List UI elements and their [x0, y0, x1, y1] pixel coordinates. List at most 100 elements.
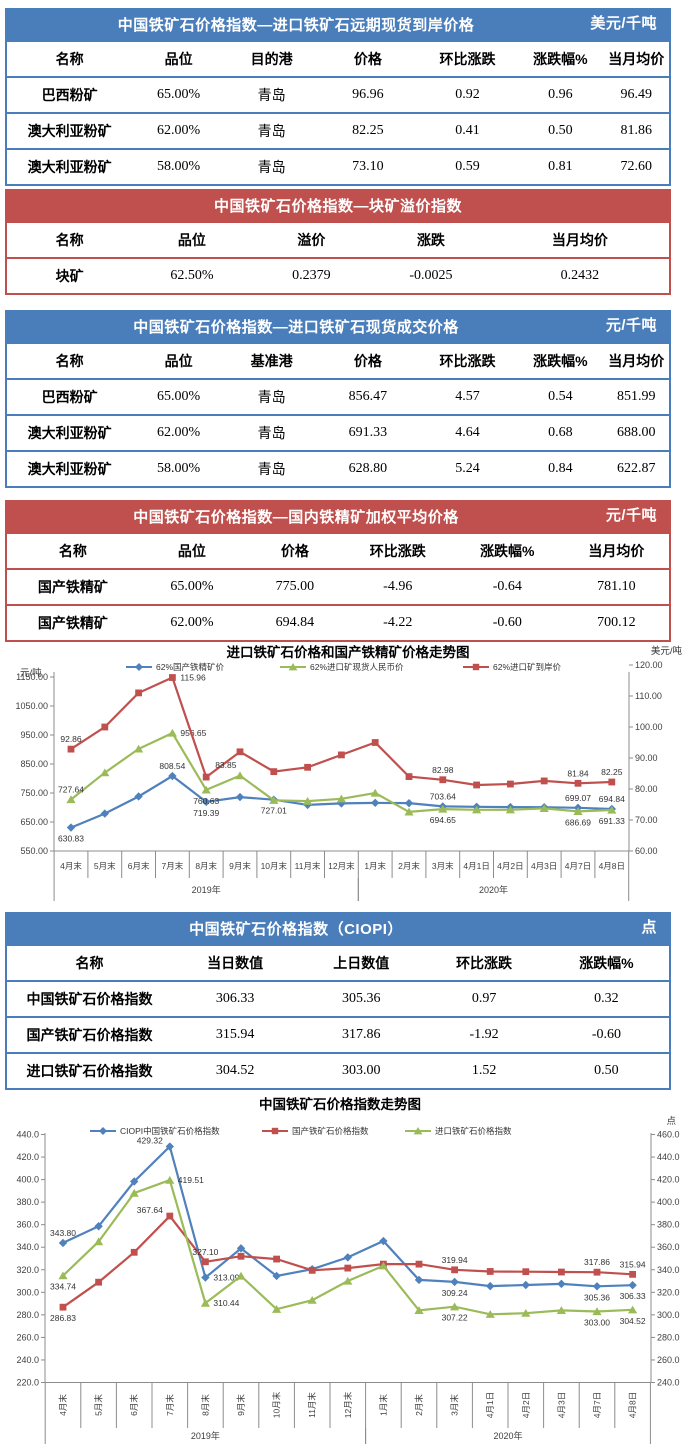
- right-axis-unit: 点: [666, 1116, 676, 1127]
- value-cell: -0.60: [591, 1027, 621, 1042]
- column-header: 基准港: [250, 353, 293, 369]
- data-point-label: 630.83: [58, 834, 84, 844]
- value-cell: 775.00: [275, 579, 315, 594]
- data-table: 名称 品位 溢价 涨跌 当月均价 块矿 62.50% 0.2379 -0.0025 0.2432: [5, 221, 671, 295]
- column-header: 目的港: [250, 51, 293, 67]
- value-cell: 0.84: [548, 461, 573, 476]
- legend-item-label: 进口铁矿石价格指数: [435, 1126, 512, 1136]
- data-point-marker: [59, 1303, 67, 1311]
- right-axis-tick-label: 110.00: [635, 691, 662, 701]
- value-cell: 700.12: [597, 615, 636, 630]
- axis-group-label: 2019年: [192, 884, 221, 895]
- value-cell: 303.00: [341, 1063, 381, 1078]
- data-point-label: 303.00: [584, 1317, 610, 1327]
- table-title: 中国铁矿石价格指数—块矿溢价指数: [213, 197, 462, 215]
- column-header: 当月均价: [608, 51, 665, 67]
- data-point-marker: [95, 1278, 102, 1286]
- value-cell: 4.57: [455, 389, 480, 404]
- column-header: 价格: [353, 51, 382, 67]
- table-ciopi-index: 中国铁矿石价格指数（CIOPI） 点 名称 当日数值 上日数值 环比涨跌 涨跌幅% 中国铁…: [5, 912, 671, 1090]
- left-axis-tick-label: 260.0: [16, 1332, 39, 1342]
- right-axis-tick-label: 120.00: [635, 660, 663, 670]
- data-point-marker: [378, 1261, 388, 1270]
- data-point-marker: [337, 799, 346, 808]
- data-point-marker: [307, 1296, 317, 1304]
- value-cell: -4.96: [383, 579, 413, 594]
- category-label: 11月末: [307, 1392, 317, 1418]
- data-point-marker: [522, 1268, 530, 1276]
- table-import-forward-cfr-price: 中国铁矿石价格指数—进口铁矿石远期现货到岸价格 美元/千吨 名称 品位 目的港 价格 环…: [5, 8, 671, 186]
- right-axis-tick-label: 420.0: [657, 1175, 680, 1185]
- table-title: 中国铁矿石价格指数（CIOPI）: [189, 920, 403, 938]
- column-header: 涨跌幅%: [480, 543, 535, 559]
- value-cell: 58.00%: [157, 461, 201, 476]
- data-point-marker: [273, 1255, 280, 1263]
- right-axis-tick-label: 240.0: [657, 1378, 680, 1388]
- column-header: 名称: [58, 543, 87, 559]
- left-axis-tick-label: 650.00: [20, 817, 48, 827]
- category-label: 4月1日: [485, 1392, 495, 1418]
- column-header: 名称: [75, 955, 104, 971]
- data-point-marker: [237, 1252, 245, 1260]
- left-axis-tick-label: 420.0: [16, 1152, 39, 1162]
- data-point-marker: [556, 1306, 566, 1314]
- left-axis-tick-label: 1150.00: [16, 672, 48, 682]
- data-table: 名称 品位 价格 环比涨跌 涨跌幅% 当月均价 国产铁精矿 65.00% 775.00 -4.96…: [5, 532, 671, 642]
- value-cell: 0.68: [548, 425, 573, 440]
- data-point-marker: [415, 1260, 423, 1268]
- legend-item-label: 62%进口矿现货人民币价: [310, 662, 404, 672]
- row-name-cell: 进口铁矿石价格指数: [26, 1063, 153, 1079]
- data-point-marker: [167, 728, 177, 737]
- left-axis-tick-label: 950.00: [20, 730, 48, 740]
- value-cell: 622.87: [617, 461, 656, 476]
- data-point-marker: [200, 1298, 210, 1307]
- category-label: 7月末: [162, 861, 184, 871]
- data-point-marker: [100, 768, 110, 777]
- data-point-marker: [472, 663, 480, 671]
- right-axis-tick-label: 100.00: [635, 722, 663, 732]
- value-cell: -0.60: [492, 615, 522, 630]
- value-cell: 0.50: [548, 123, 573, 138]
- row-name-cell: 国产铁精矿: [37, 579, 108, 595]
- value-cell: 0.2432: [560, 268, 600, 283]
- data-point-marker: [486, 1281, 495, 1291]
- data-point-marker: [271, 1127, 279, 1135]
- data-point-marker: [100, 809, 109, 818]
- data-point-label: 315.94: [620, 1259, 646, 1269]
- table-row: 国产铁精矿 65.00% 775.00 -4.96 -0.64 781.10: [6, 569, 670, 605]
- data-point-marker: [272, 1271, 281, 1281]
- value-cell: 62.50%: [170, 268, 214, 283]
- data-point-marker: [413, 1127, 423, 1135]
- data-point-marker: [379, 1236, 388, 1246]
- column-header: 涨跌: [416, 232, 445, 248]
- column-header: 溢价: [297, 232, 326, 248]
- data-point-label: 306.33: [620, 1291, 646, 1301]
- category-label: 4月末: [58, 1394, 68, 1416]
- data-point-label: 694.84: [599, 794, 625, 804]
- category-label: 6月末: [129, 1394, 139, 1416]
- value-cell: 317.86: [341, 1027, 381, 1042]
- table-unit-label: 点: [641, 919, 657, 936]
- data-point-marker: [629, 1270, 636, 1278]
- data-point-label: 286.83: [50, 1313, 76, 1323]
- left-axis-tick-label: 300.0: [16, 1287, 39, 1297]
- data-point-marker: [58, 1238, 68, 1248]
- data-point-label: 956.65: [180, 728, 206, 738]
- right-axis-tick-label: 340.0: [657, 1265, 680, 1275]
- data-point-marker: [165, 1175, 175, 1184]
- data-point-marker: [236, 1244, 246, 1253]
- data-point-label: 429.32: [137, 1136, 163, 1146]
- data-point-label: 327.10: [192, 1247, 218, 1257]
- row-name-cell: 巴西粉矿: [41, 87, 98, 103]
- data-point-marker: [404, 798, 414, 808]
- data-point-label: 727.01: [261, 806, 287, 816]
- category-label: 1月末: [364, 861, 386, 871]
- category-label: 4月7日: [565, 861, 591, 871]
- value-cell: 青岛: [257, 125, 286, 140]
- chart-title: 进口铁矿石价格和国产铁精矿价格走势图: [227, 644, 470, 660]
- value-cell: 81.86: [620, 123, 653, 138]
- column-header: 品位: [177, 232, 206, 248]
- right-axis-tick-label: 280.0: [657, 1332, 680, 1342]
- data-point-marker: [134, 792, 143, 801]
